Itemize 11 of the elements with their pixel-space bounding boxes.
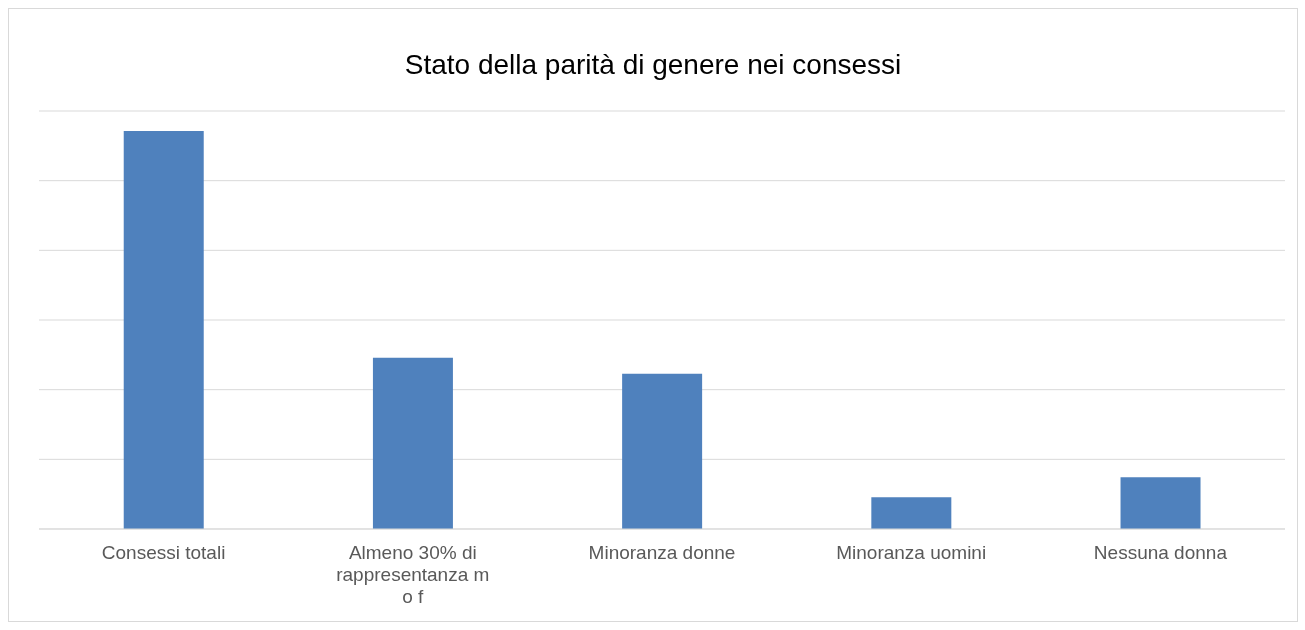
bar bbox=[372, 357, 453, 529]
x-tick-label: Consessi totali bbox=[101, 542, 226, 563]
x-tick-label: Almeno 30% di rappresentanza m o f bbox=[336, 542, 490, 607]
x-tick-label: Minoranza donne bbox=[588, 542, 736, 563]
bar bbox=[1120, 477, 1201, 529]
bar bbox=[871, 497, 952, 529]
bar bbox=[622, 373, 703, 529]
x-tick-label: Nessuna donna bbox=[1093, 542, 1228, 563]
x-tick-label: Minoranza uomini bbox=[836, 542, 987, 563]
chart-title: Stato della parità di genere nei consessi bbox=[403, 48, 903, 80]
bar bbox=[123, 130, 204, 529]
